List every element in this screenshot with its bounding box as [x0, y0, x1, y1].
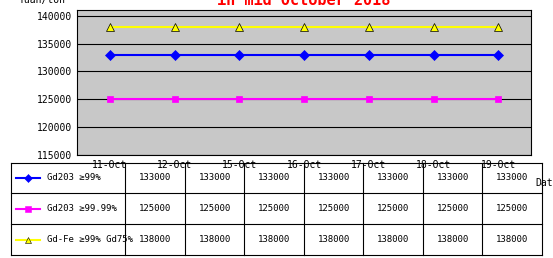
Text: 133000: 133000 — [496, 173, 528, 182]
Text: 125000: 125000 — [139, 204, 171, 213]
Text: 138000: 138000 — [317, 235, 349, 244]
Text: 133000: 133000 — [436, 173, 469, 182]
Text: Gd-Fe ≥99% Gd75%: Gd-Fe ≥99% Gd75% — [47, 235, 133, 244]
Text: 138000: 138000 — [258, 235, 290, 244]
Text: 138000: 138000 — [139, 235, 171, 244]
Text: 138000: 138000 — [436, 235, 469, 244]
Text: 133000: 133000 — [258, 173, 290, 182]
Text: 125000: 125000 — [436, 204, 469, 213]
Title: Gadolinium series price trends
in mid October 2018: Gadolinium series price trends in mid Oc… — [167, 0, 441, 8]
Text: 138000: 138000 — [199, 235, 231, 244]
Text: 125000: 125000 — [199, 204, 231, 213]
Text: 125000: 125000 — [377, 204, 409, 213]
Text: 133000: 133000 — [377, 173, 409, 182]
Text: 125000: 125000 — [258, 204, 290, 213]
Text: Date: Date — [535, 178, 553, 188]
Text: 133000: 133000 — [199, 173, 231, 182]
Text: 125000: 125000 — [496, 204, 528, 213]
Text: 133000: 133000 — [139, 173, 171, 182]
Text: Gd203 ≥99%: Gd203 ≥99% — [47, 173, 101, 182]
Text: 138000: 138000 — [377, 235, 409, 244]
Text: 125000: 125000 — [317, 204, 349, 213]
Text: 138000: 138000 — [496, 235, 528, 244]
Text: Gd203 ≥99.99%: Gd203 ≥99.99% — [47, 204, 117, 213]
Text: Yuan/ton: Yuan/ton — [18, 0, 65, 5]
Text: 133000: 133000 — [317, 173, 349, 182]
